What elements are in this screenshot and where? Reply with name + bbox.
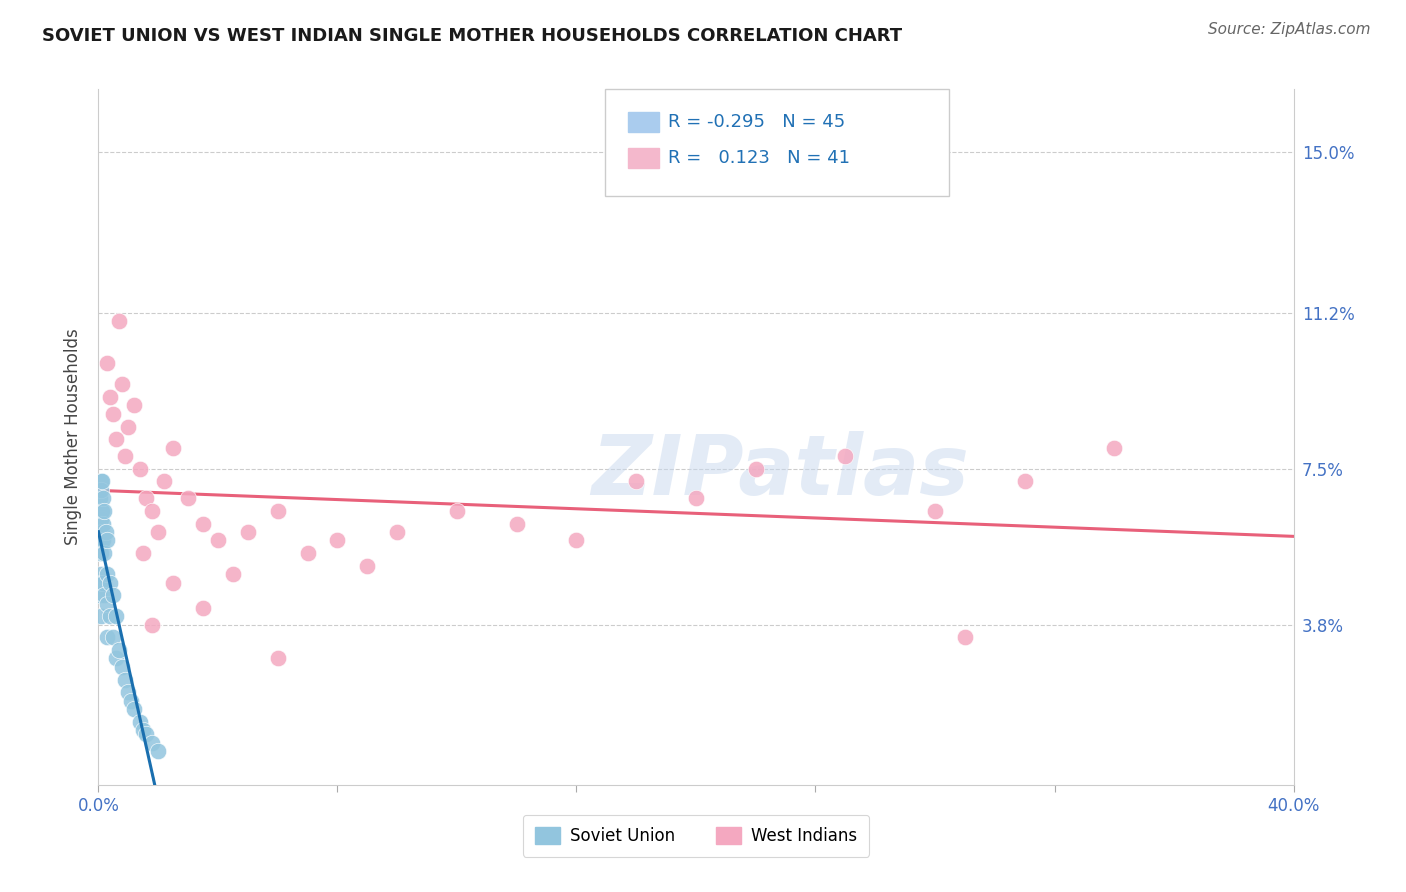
Point [89, 475, 111, 489]
Point [356, 558, 378, 573]
Point [96, 356, 118, 370]
Y-axis label: Single Mother Households: Single Mother Households [65, 329, 83, 545]
Point [90, 609, 112, 624]
Point [91, 533, 114, 548]
Point [124, 399, 146, 413]
Point [111, 377, 134, 392]
Point [132, 723, 155, 738]
Point [89, 533, 111, 548]
Point [207, 533, 229, 548]
Point [91, 491, 114, 506]
Point [93, 516, 115, 531]
Point [90, 483, 112, 497]
Point [96, 597, 118, 611]
Point [129, 461, 152, 475]
Point [685, 491, 707, 506]
Legend: Soviet Union, West Indians: Soviet Union, West Indians [523, 815, 869, 856]
Point [105, 651, 128, 665]
Point [132, 546, 155, 560]
Point [124, 702, 146, 716]
Point [91, 504, 114, 518]
Point [236, 524, 259, 539]
Point [135, 491, 157, 506]
Point [135, 727, 157, 741]
Point [98, 609, 122, 624]
Point [565, 533, 588, 548]
Point [129, 714, 152, 729]
Point [89, 588, 111, 602]
Point [506, 516, 529, 531]
Point [120, 693, 142, 707]
Point [1104, 441, 1126, 455]
Point [105, 432, 128, 446]
Point [385, 524, 409, 539]
Text: R = -0.295   N = 45: R = -0.295 N = 45 [668, 113, 845, 131]
Point [89, 524, 111, 539]
Point [96, 631, 118, 645]
Point [953, 631, 976, 645]
Point [222, 567, 245, 582]
Point [267, 651, 290, 665]
Point [93, 546, 115, 560]
Point [89, 546, 111, 560]
Point [96, 533, 118, 548]
Point [745, 461, 768, 475]
Text: Source: ZipAtlas.com: Source: ZipAtlas.com [1208, 22, 1371, 37]
Point [162, 441, 184, 455]
Point [141, 617, 163, 632]
Point [111, 660, 134, 674]
Point [91, 524, 114, 539]
Point [141, 736, 163, 750]
Point [267, 504, 290, 518]
Point [148, 524, 170, 539]
Point [117, 685, 139, 699]
Point [103, 631, 125, 645]
Text: ZIPatlas: ZIPatlas [591, 432, 969, 512]
Text: R =   0.123   N = 41: R = 0.123 N = 41 [668, 149, 849, 167]
Point [326, 533, 349, 548]
Point [108, 314, 131, 328]
Point [90, 575, 112, 590]
Point [834, 449, 856, 463]
Point [162, 575, 184, 590]
Point [93, 588, 115, 602]
Point [446, 504, 468, 518]
Point [93, 504, 115, 518]
Point [297, 546, 319, 560]
Point [626, 475, 648, 489]
Point [90, 504, 112, 518]
Point [191, 516, 214, 531]
Point [90, 546, 112, 560]
Point [114, 673, 136, 687]
Point [105, 609, 128, 624]
Point [89, 491, 111, 506]
Point [94, 524, 117, 539]
Point [103, 407, 125, 421]
Point [117, 419, 139, 434]
Point [91, 475, 114, 489]
Point [108, 643, 131, 657]
Point [114, 449, 136, 463]
Point [1014, 475, 1036, 489]
Point [153, 475, 176, 489]
Point [924, 504, 946, 518]
Point [90, 567, 112, 582]
Point [103, 588, 125, 602]
Point [141, 504, 163, 518]
Point [98, 575, 122, 590]
Point [177, 491, 200, 506]
Point [90, 512, 112, 526]
Point [98, 390, 122, 404]
Point [96, 567, 118, 582]
Point [148, 744, 170, 758]
Text: SOVIET UNION VS WEST INDIAN SINGLE MOTHER HOUSEHOLDS CORRELATION CHART: SOVIET UNION VS WEST INDIAN SINGLE MOTHE… [42, 27, 903, 45]
Point [91, 575, 114, 590]
Point [191, 600, 214, 615]
